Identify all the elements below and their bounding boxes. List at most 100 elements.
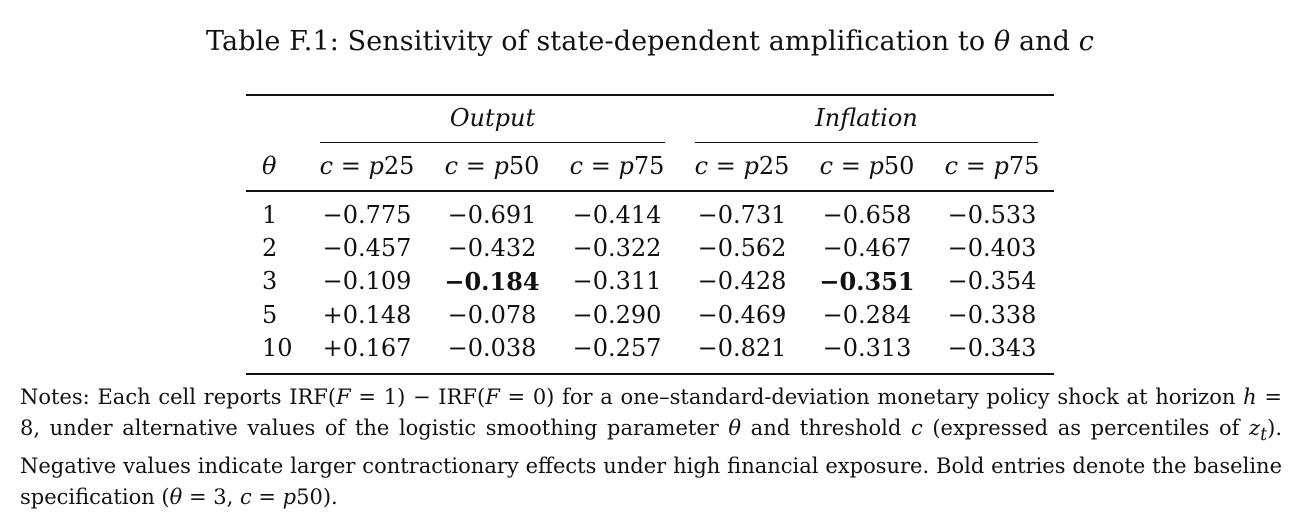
column-header: c = p50 [802,152,932,180]
table-cell: −0.284 [822,301,912,329]
table-cell: −0.775 [322,201,412,229]
column-header-part: = [833,152,869,180]
table-cell: −0.038 [447,334,537,362]
table-bottom-rule [246,373,1054,375]
notes-text: Notes: Each cell reports IRF( [20,385,337,409]
table-cell: −0.469 [697,301,787,329]
column-header-part: c [944,152,959,180]
notes-var-p: p [282,485,297,510]
table-cell: −0.731 [697,201,787,229]
column-header-part: 75 [1008,152,1040,180]
theta-cell: 1 [262,201,278,229]
table-cell: +0.148 [322,301,412,329]
column-header-part: p [993,152,1009,180]
table-row: 5 +0.148 −0.078 −0.290 −0.469 −0.284 −0.338 [0,301,1300,331]
table-cell: −0.322 [572,234,662,262]
table-cell: −0.457 [322,234,412,262]
column-header-part: = [333,152,369,180]
table-cell: −0.821 [697,334,787,362]
column-header-part: = [458,152,494,180]
column-header-part: 25 [758,152,790,180]
table-notes: Notes: Each cell reports IRF(F = 1) − IR… [20,382,1282,513]
caption-theta: θ [993,26,1011,57]
table-cell: −0.313 [822,334,912,362]
table-cell: −0.658 [822,201,912,229]
caption-and: and [1010,26,1079,57]
notes-text: = 0) for a one–standard-deviation moneta… [499,385,1244,409]
notes-var-h: h [1243,385,1257,409]
table-cell: −0.403 [947,234,1037,262]
column-header: c = p50 [427,152,557,180]
table-caption: Table F.1: Sensitivity of state-dependen… [0,26,1300,57]
caption-c: c [1078,26,1094,57]
notes-var-c: c [910,416,923,440]
column-header: c = p75 [552,152,682,180]
table-cell: −0.184 [444,267,540,296]
table-cell: −0.338 [947,301,1037,329]
theta-column-header: θ [262,152,277,180]
table-cell: −0.428 [697,267,787,295]
column-header-part: c [819,152,834,180]
table-cell: −0.533 [947,201,1037,229]
table-cell: +0.167 [322,334,412,362]
column-header: c = p25 [302,152,432,180]
notes-var-theta: θ [169,485,183,510]
column-header-part: p [618,152,634,180]
table-top-rule [246,94,1054,96]
table-cell: −0.354 [947,267,1037,295]
table-row: 3 −0.109 −0.184 −0.311 −0.428 −0.351 −0.354 [0,267,1300,297]
notes-text: (expressed as percentiles of [922,416,1249,440]
column-header-part: 50 [508,152,540,180]
notes-var-f: F [336,385,351,409]
table-cell: −0.414 [572,201,662,229]
theta-cell: 10 [262,334,293,362]
table-cell: −0.078 [447,301,537,329]
table-row: 2 −0.457 −0.432 −0.322 −0.562 −0.467 −0.403 [0,234,1300,264]
column-header-part: c [319,152,334,180]
column-header-part: 25 [383,152,415,180]
column-header-part: = [958,152,994,180]
column-header-part: p [368,152,384,180]
output-group-rule [320,142,665,143]
table-cell: −0.290 [572,301,662,329]
table-cell: −0.351 [819,267,915,296]
table-cell: −0.432 [447,234,537,262]
inflation-group-rule [695,142,1038,143]
group-header-output: Output [449,104,536,132]
table-cell: −0.562 [697,234,787,262]
column-header-part: c [569,152,584,180]
column-header: c = p25 [677,152,807,180]
column-header-part: 50 [883,152,915,180]
table-row: 1 −0.775 −0.691 −0.414 −0.731 −0.658 −0.533 [0,201,1300,231]
table-cell: −0.343 [947,334,1037,362]
notes-var-z: z [1249,416,1261,440]
table-mid-rule [246,190,1054,192]
column-header-part: p [493,152,509,180]
table-cell: −0.257 [572,334,662,362]
column-header-part: p [868,152,884,180]
notes-text: ). Negative values indicate larger contr… [20,416,1282,510]
notes-var-f: F [485,385,500,409]
table-cell: −0.109 [322,267,412,295]
column-header-part: = [708,152,744,180]
notes-text: = 8, under alternative values of the log… [20,385,1282,440]
column-header-part: 75 [633,152,665,180]
column-header-part: c [694,152,709,180]
notes-var-c: c [239,485,252,510]
column-header-part: c [444,152,459,180]
theta-cell: 3 [262,267,278,295]
notes-text: = 3, [182,485,240,510]
table-row: 10 +0.167 −0.038 −0.257 −0.821 −0.313 −0.343 [0,334,1300,364]
caption-prefix: Table F.1: Sensitivity of state-dependen… [206,26,994,57]
column-header-part: = [583,152,619,180]
notes-text: and threshold [741,416,911,440]
notes-var-theta: θ [728,416,742,440]
table-cell: −0.311 [572,267,662,295]
theta-cell: 5 [262,301,278,329]
group-header-inflation: Inflation [815,104,918,132]
column-header-part: p [743,152,759,180]
notes-var-z-subscript: t [1260,425,1268,446]
table-cell: −0.467 [822,234,912,262]
table-cell: −0.691 [447,201,537,229]
notes-text: = [251,485,283,510]
